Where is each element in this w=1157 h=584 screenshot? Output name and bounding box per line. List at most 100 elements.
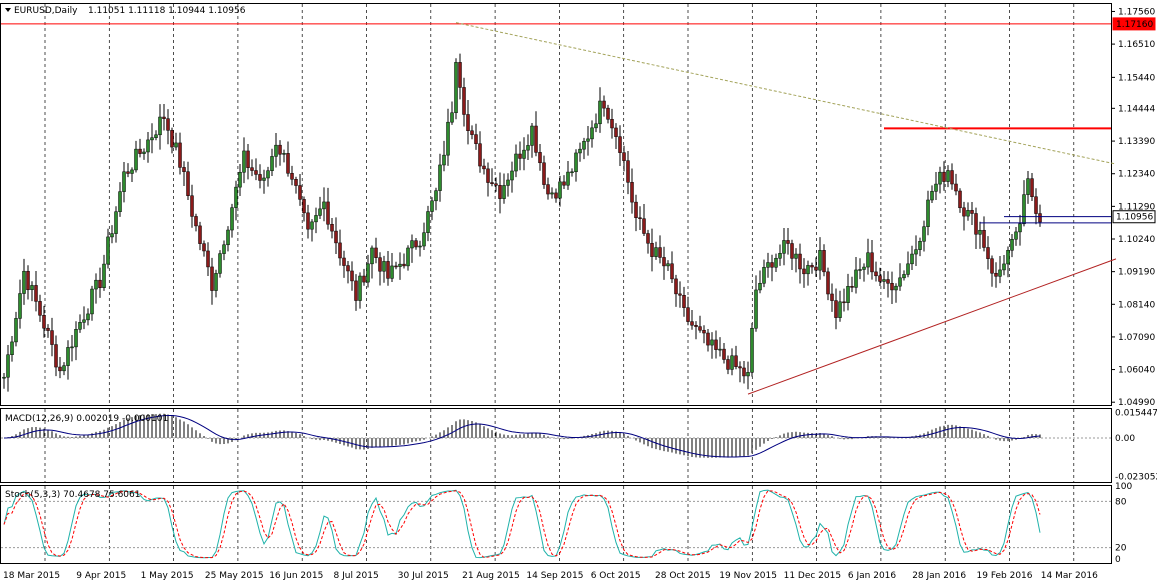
- time-tick-label: 14 Sep 2015: [526, 571, 583, 581]
- candle-body: [498, 185, 502, 199]
- candle-body: [118, 191, 122, 212]
- candle-body: [106, 236, 110, 265]
- stoch-pane[interactable]: 100 80 200 Stoch(5,3,3) 70.4678 75.6061: [0, 482, 1133, 565]
- candle-body: [698, 326, 702, 331]
- candle-body: [1026, 178, 1030, 195]
- candle-body: [690, 321, 694, 326]
- candle-body: [298, 185, 302, 200]
- main-grid: [44, 4, 1075, 405]
- stoch-tick-label: 80: [1115, 497, 1127, 507]
- candle-body: [610, 119, 614, 129]
- candle-body: [942, 171, 946, 182]
- candle-body: [790, 243, 794, 259]
- candle-body: [582, 141, 586, 150]
- candle-body: [934, 183, 938, 192]
- candle-body: [406, 247, 410, 267]
- time-tick-label: 30 Jul 2015: [398, 571, 449, 581]
- candle-body: [414, 240, 418, 248]
- macd-tick-label: 0.015447: [1115, 408, 1157, 418]
- candle-body: [486, 168, 490, 183]
- candle-body: [306, 212, 310, 230]
- candle-body: [830, 293, 834, 301]
- candle-body: [930, 191, 934, 201]
- candle-body: [678, 293, 682, 296]
- candle-body: [866, 252, 870, 268]
- candle-body: [258, 174, 262, 181]
- candle-body: [390, 265, 394, 279]
- chart-header: EURUSD,Daily 1.11051 1.11118 1.10944 1.1…: [5, 6, 246, 16]
- candle-body: [202, 243, 206, 252]
- time-tick-label: 14 Mar 2016: [1041, 571, 1098, 581]
- macd-signal-line: [3, 414, 1041, 458]
- candle-body: [642, 218, 646, 234]
- candle-body: [538, 152, 542, 164]
- candle-body: [918, 241, 922, 250]
- candle-body: [590, 127, 594, 140]
- candle-body: [722, 348, 726, 360]
- candle-body: [894, 285, 898, 291]
- candle-body: [1014, 231, 1018, 240]
- candle-body: [958, 190, 962, 209]
- candle-body: [806, 265, 810, 275]
- candle-body: [570, 171, 574, 174]
- candle-body: [174, 142, 178, 148]
- candle-body: [970, 210, 974, 214]
- candle-body: [446, 121, 450, 156]
- candle-body: [334, 230, 338, 244]
- price-label: 1.10956: [1116, 213, 1153, 223]
- candle-body: [886, 279, 890, 284]
- candle-body: [946, 170, 950, 182]
- candle-body: [718, 348, 722, 351]
- candle-body: [146, 139, 150, 153]
- candle-body: [302, 199, 306, 214]
- candle-body: [762, 267, 766, 284]
- candle-body: [126, 171, 130, 174]
- candle-body: [938, 171, 942, 185]
- candle-body: [38, 301, 42, 316]
- chevron-down-icon[interactable]: [5, 8, 11, 12]
- candle-body: [522, 149, 526, 159]
- descending-trendline: [455, 22, 1117, 165]
- price-tick-label: 1.12340: [1118, 170, 1155, 180]
- candle-body: [710, 339, 714, 346]
- stoch-label: Stoch(5,3,3) 70.4678 75.6061: [5, 490, 140, 500]
- candle-body: [2, 376, 6, 379]
- candle-body: [594, 123, 598, 129]
- candle-body: [430, 200, 434, 212]
- candle-body: [394, 265, 398, 268]
- candle-body: [242, 150, 246, 173]
- candle-body: [870, 252, 874, 273]
- candle-body: [194, 216, 198, 227]
- candle-body: [90, 288, 94, 315]
- candle-body: [1010, 238, 1014, 251]
- candle-body: [554, 192, 558, 199]
- candle-body: [682, 295, 686, 308]
- candle-body: [58, 366, 62, 372]
- candles: [2, 53, 1042, 392]
- candle-body: [858, 269, 862, 271]
- stoch-tick-label: 20: [1115, 544, 1127, 554]
- candle-body: [50, 330, 54, 345]
- candle-body: [750, 327, 754, 373]
- candle-body: [266, 170, 270, 179]
- candle-body: [418, 245, 422, 248]
- candle-body: [154, 134, 158, 138]
- candle-body: [350, 270, 354, 282]
- candle-body: [494, 183, 498, 186]
- candle-body: [754, 289, 758, 329]
- candle-body: [850, 286, 854, 288]
- candle-body: [158, 116, 162, 136]
- candle-body: [734, 355, 738, 367]
- main-pane[interactable]: 1.17560 1.16510 1.15440 1.14444 1.13390 1.123…: [0, 3, 1156, 409]
- candle-body: [182, 167, 186, 172]
- candle-body: [854, 269, 858, 288]
- candle-body: [902, 274, 906, 279]
- stoch-tick-label: 0: [1115, 555, 1121, 565]
- macd-pane[interactable]: 0.015447 0.00 -0.023052 MACD(12,26,9) 0.00…: [0, 408, 1157, 483]
- time-tick-label: 11 Dec 2015: [784, 571, 842, 581]
- candle-body: [898, 277, 902, 287]
- candle-body: [574, 152, 578, 173]
- candle-body: [402, 263, 406, 267]
- price-tick-label: 1.08140: [1118, 300, 1155, 310]
